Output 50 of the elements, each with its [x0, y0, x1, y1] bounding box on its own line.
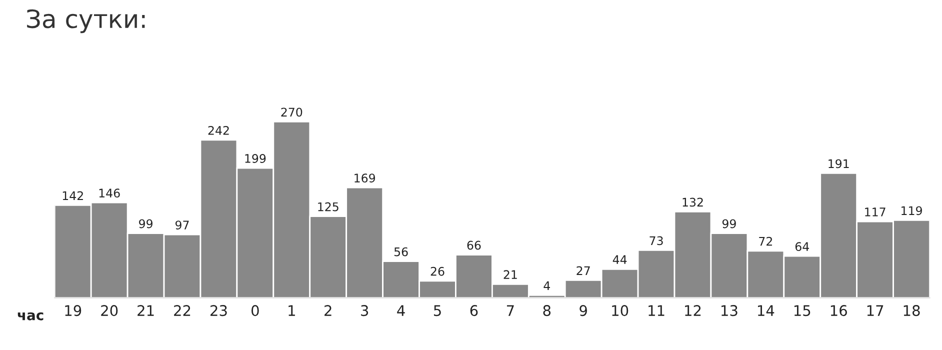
- x-tick-label: 23: [210, 305, 227, 316]
- x-tick-label: 14: [758, 305, 774, 316]
- x-tick-label: 10: [612, 305, 628, 316]
- data-label: 199: [245, 154, 266, 163]
- data-label: 27: [576, 266, 590, 275]
- x-tick-label: 18: [904, 305, 920, 316]
- data-label: 99: [722, 219, 736, 228]
- data-label: 99: [139, 219, 152, 228]
- data-label: 72: [759, 236, 772, 246]
- x-tick-label: 6: [470, 305, 478, 316]
- x-axis-title: час: [18, 312, 44, 320]
- data-label: 169: [354, 174, 376, 183]
- data-label: 146: [99, 188, 120, 198]
- x-tick-label: 19: [65, 305, 82, 316]
- data-label: 64: [795, 242, 809, 252]
- data-label: 242: [208, 126, 229, 135]
- data-label: 119: [902, 206, 922, 216]
- x-tick-label: 1: [288, 305, 295, 316]
- data-label: 97: [175, 220, 189, 230]
- data-label: 4: [544, 281, 550, 290]
- x-tick-label: 20: [101, 305, 118, 316]
- x-tick-label: 4: [397, 305, 405, 316]
- x-tick-label: 15: [794, 305, 810, 316]
- x-tick-label: 2: [324, 305, 332, 316]
- x-tick-label: 3: [361, 305, 368, 316]
- x-tick-label: 16: [830, 305, 847, 316]
- x-tick-label: 0: [252, 305, 259, 316]
- x-tick-label: 7: [506, 305, 514, 316]
- x-tick-label: 17: [867, 305, 884, 316]
- x-tick-label: 21: [138, 305, 154, 316]
- x-tick-label: 12: [685, 305, 701, 316]
- data-label: 191: [828, 159, 849, 168]
- x-tick-label: 5: [434, 305, 441, 316]
- data-label: 117: [865, 208, 886, 216]
- x-tick-label: 9: [580, 305, 587, 316]
- data-label: 44: [612, 255, 627, 264]
- x-tick-label: 22: [174, 305, 190, 316]
- data-label: 270: [281, 108, 302, 117]
- data-label: 66: [467, 240, 481, 250]
- data-label: 125: [318, 202, 338, 212]
- data-label: 56: [394, 247, 408, 256]
- data-label: 142: [62, 191, 83, 200]
- data-label: 26: [430, 266, 444, 276]
- x-tick-label: 8: [543, 305, 551, 316]
- data-label: 73: [650, 236, 663, 246]
- x-tick-label: 11: [648, 305, 664, 316]
- data-label: 21: [504, 270, 517, 279]
- x-tick-label: 13: [722, 305, 738, 316]
- chart-title: За сутки:: [27, 9, 145, 34]
- data-label: 132: [682, 198, 703, 207]
